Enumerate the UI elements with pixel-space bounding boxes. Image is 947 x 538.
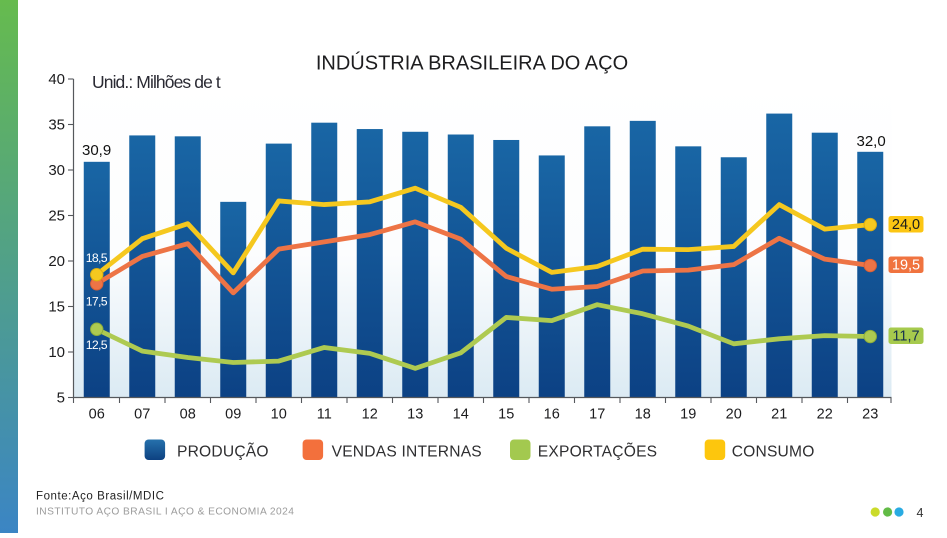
svg-text:21: 21 [771, 407, 787, 423]
svg-text:CONSUMO: CONSUMO [732, 444, 815, 461]
svg-text:40: 40 [48, 71, 65, 88]
svg-text:5: 5 [57, 390, 65, 407]
svg-text:EXPORTAÇÕES: EXPORTAÇÕES [538, 441, 657, 461]
svg-text:11: 11 [317, 407, 332, 423]
svg-text:12,5: 12,5 [86, 338, 108, 352]
svg-text:17,5: 17,5 [86, 295, 108, 309]
svg-text:4: 4 [917, 506, 924, 520]
svg-text:14: 14 [453, 407, 469, 423]
svg-text:25: 25 [48, 208, 65, 225]
svg-text:23: 23 [862, 407, 878, 423]
svg-text:08: 08 [180, 407, 196, 423]
svg-text:Fonte:Aço Brasil/MDIC: Fonte:Aço Brasil/MDIC [36, 491, 165, 503]
svg-text:24,0: 24,0 [892, 217, 920, 233]
svg-text:19: 19 [680, 407, 696, 423]
svg-text:13: 13 [407, 407, 423, 423]
svg-text:06: 06 [89, 407, 105, 423]
svg-text:INDÚSTRIA BRASILEIRA DO AÇO: INDÚSTRIA BRASILEIRA DO AÇO [316, 52, 628, 75]
svg-text:VENDAS INTERNAS: VENDAS INTERNAS [332, 444, 482, 461]
svg-text:20: 20 [726, 407, 742, 423]
svg-text:10: 10 [48, 344, 65, 361]
svg-text:10: 10 [271, 407, 287, 423]
svg-text:15: 15 [498, 407, 514, 423]
svg-text:18,5: 18,5 [86, 251, 108, 265]
svg-text:INSTITUTO AÇO BRASIL I AÇO & E: INSTITUTO AÇO BRASIL I AÇO & ECONOMIA 20… [36, 507, 294, 518]
svg-text:32,0: 32,0 [857, 133, 886, 150]
svg-text:11,7: 11,7 [892, 329, 919, 345]
svg-text:18: 18 [635, 407, 651, 423]
svg-text:09: 09 [225, 407, 241, 423]
svg-text:19,5: 19,5 [892, 258, 920, 274]
svg-text:17: 17 [589, 407, 605, 423]
svg-text:12: 12 [362, 407, 378, 423]
svg-text:35: 35 [48, 117, 65, 134]
svg-text:15: 15 [48, 299, 65, 316]
svg-text:20: 20 [48, 253, 65, 270]
svg-text:22: 22 [817, 407, 833, 423]
svg-text:PRODUÇÃO: PRODUÇÃO [177, 441, 269, 461]
svg-text:30: 30 [48, 162, 65, 179]
svg-text:07: 07 [134, 407, 150, 423]
svg-text:Unid.: Milhões de t: Unid.: Milhões de t [92, 72, 221, 92]
svg-text:16: 16 [544, 407, 560, 423]
svg-text:30,9: 30,9 [82, 142, 111, 159]
